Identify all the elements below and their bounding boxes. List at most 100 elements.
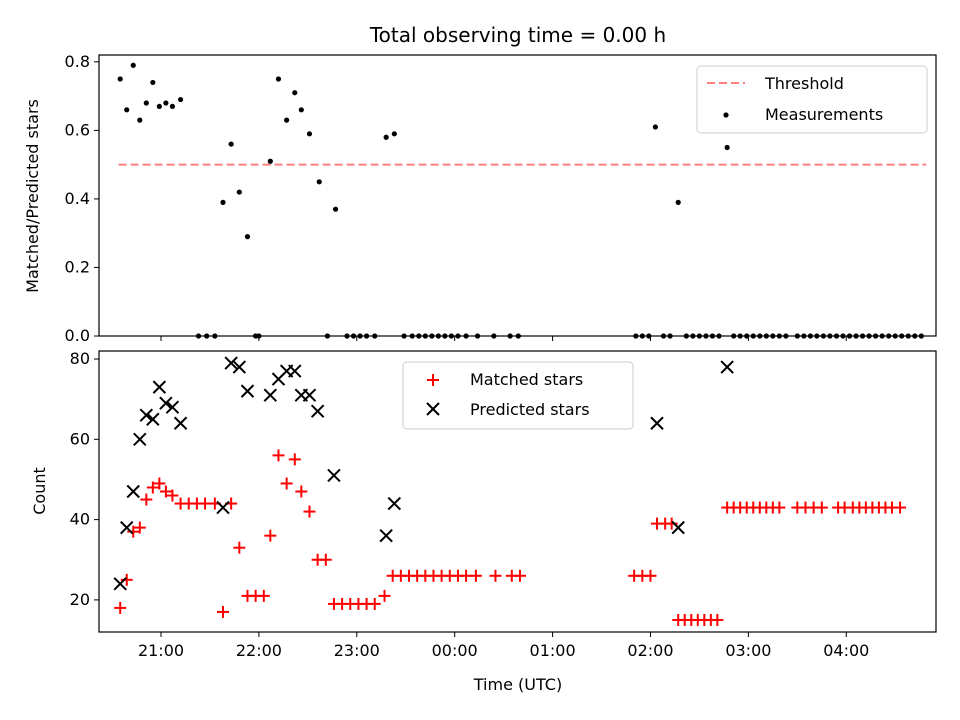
matched-star-point [120,573,133,586]
x-tick-label: 01:00 [530,641,576,660]
predicted-star-point [650,416,664,430]
measurement-point [675,199,681,205]
predicted-star-point [139,408,154,422]
x-tick-label: 00:00 [432,641,478,660]
predicted-star-point [671,520,685,535]
top-axes-frame [98,54,937,337]
bottom-panel: 20 40 60 80 21:00 22:00 23:00 00:00 01:00 02:00 0… [30,349,937,694]
top-x-ticks [160,336,847,341]
matched-star-point [233,541,246,554]
measurement-point [267,158,273,164]
bottom-legend: Matched stars Predicted stars [402,361,634,430]
matched-star-point [257,589,270,602]
measurement-point [275,76,282,82]
matched-star-point [665,517,678,530]
top-y-tick-label: 0.2 [65,257,90,276]
matched-star-point [815,501,828,514]
measurement-point [150,79,156,86]
measurement-point [284,117,290,123]
predicted-star-point [327,468,341,483]
figure-title: Total observing time = 0.00 h [369,23,666,47]
measurements-legend-swatch [723,112,729,118]
matched-star-point [644,569,657,582]
top-legend-label-measurements: Measurements [765,105,883,124]
matched-star-point [288,453,301,466]
measurement-point [117,76,123,82]
measurement-point [169,103,176,110]
measurement-point [383,134,389,140]
matched-star-point [114,601,127,614]
predicted-star-point [146,412,160,426]
predicted-star-point [216,500,230,515]
top-legend-box [696,65,928,134]
measurement-point [130,62,136,68]
matched-star-point [711,613,724,626]
measurement-point [298,107,304,113]
top-legend: Threshold Measurements [696,65,928,134]
top-y-tick-label: 0.0 [65,326,90,345]
top-legend-label-threshold: Threshold [764,74,844,93]
predicted-star-point [152,380,167,394]
measurement-point [137,117,143,123]
matched-star-point [513,569,526,582]
matched-star-point [295,485,308,498]
measurement-point [292,90,298,96]
top-y-ticks: 0.0 0.2 0.4 0.6 0.8 [65,52,99,345]
measurement-point [724,144,730,151]
x-axis-label: Time (UTC) [473,675,562,694]
top-y-tick-label: 0.8 [65,52,90,71]
matched-star-point [469,569,482,582]
measurement-point [316,179,322,185]
matched-star-point [127,525,140,538]
matched-legend-swatch [427,374,439,386]
measurement-point [332,206,339,212]
bottom-plot-marks [113,356,907,626]
matched-star-point [280,477,293,490]
matched-star-point [773,501,786,514]
top-y-tick-label: 0.4 [65,189,90,208]
matched-star-point [489,569,502,582]
predicted-star-point [240,384,255,398]
predicted-star-point [288,364,302,378]
measurement-point [124,107,130,113]
matched-star-point [146,481,159,494]
predicted-star-point [159,396,173,410]
bottom-y-tick-label: 40 [70,510,90,529]
measurement-point [652,124,658,130]
matched-star-point [378,589,391,602]
matched-star-point [140,493,153,506]
bottom-legend-label-predicted: Predicted stars [470,400,590,419]
measurement-point [220,199,226,205]
top-y-axis-label: Matched/Predicted stars [23,99,42,293]
matched-star-point [264,529,277,542]
predicted-star-point [120,520,134,535]
matched-star-point [153,477,166,490]
measurement-point [306,131,313,137]
bottom-legend-label-matched: Matched stars [470,370,583,389]
measurement-point [228,141,234,147]
predicted-star-point [720,360,734,374]
x-tick-label: 02:00 [627,641,673,660]
predicted-star-point [302,388,317,402]
bottom-legend-box [402,361,634,430]
predicted-star-point [310,404,325,418]
predicted-legend-swatch [426,402,440,416]
x-tick-label: 21:00 [138,641,184,660]
predicted-star-point [173,416,188,430]
predicted-star-point [263,388,278,402]
x-tick-label: 04:00 [823,641,869,660]
matched-star-point [272,449,285,462]
matched-star-point [303,505,316,518]
measurement-point [391,131,397,137]
matched-star-point [166,489,179,502]
bottom-y-ticks: 20 40 60 80 [70,349,99,609]
matched-star-point [319,553,332,566]
x-tick-label: 03:00 [725,641,771,660]
matched-star-point [368,597,381,610]
predicted-star-point [165,400,180,414]
x-tick-label: 23:00 [334,641,380,660]
predicted-star-point [387,496,402,511]
predicted-star-point [126,484,140,499]
bottom-axes-frame [98,350,937,633]
predicted-star-point [133,432,147,447]
